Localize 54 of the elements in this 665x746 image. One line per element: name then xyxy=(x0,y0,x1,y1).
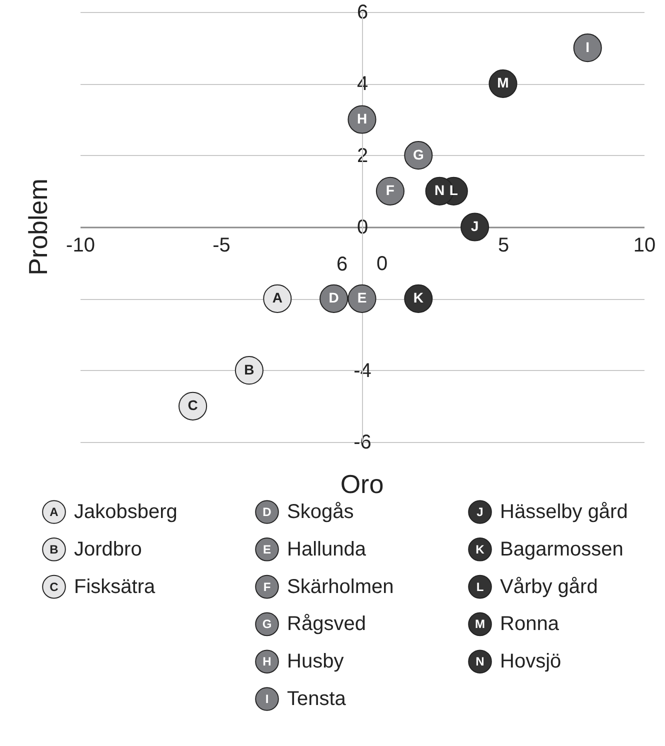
text: I xyxy=(265,692,269,706)
text: M xyxy=(475,617,485,632)
data-label: C xyxy=(188,397,198,414)
text: C xyxy=(50,580,58,594)
legend-label: Bagarmossen xyxy=(500,538,624,560)
data-label: B xyxy=(244,361,254,378)
x-tick-label: -10 xyxy=(66,234,95,256)
legend-label: Jakobsberg xyxy=(74,501,178,523)
data-label: F xyxy=(386,182,395,198)
x-tick-label: 10 xyxy=(633,234,656,256)
text: K xyxy=(476,542,484,556)
text: D xyxy=(262,505,272,519)
point xyxy=(376,176,404,206)
legend-label: Hallunda xyxy=(287,538,367,560)
text: L xyxy=(476,580,484,594)
annotation: 6 xyxy=(336,254,348,276)
text: J xyxy=(476,505,484,519)
legend-label: Fisksätra xyxy=(74,576,156,598)
text: H xyxy=(262,654,272,669)
point xyxy=(573,34,602,62)
legend-label: Ronna xyxy=(500,613,560,636)
x-axis-title: Oro xyxy=(340,469,384,499)
data-label: K xyxy=(413,290,424,306)
legend-label: Husby xyxy=(287,650,344,673)
x-tick-label: 5 xyxy=(498,234,510,256)
data-label: H xyxy=(356,110,368,126)
data-label: L xyxy=(449,182,458,198)
legend-label: Rågsved xyxy=(287,613,366,636)
text: B xyxy=(50,542,58,556)
data-label: G xyxy=(412,146,424,162)
point xyxy=(460,212,490,242)
legend-label: Skärholmen xyxy=(287,576,394,598)
data-label: J xyxy=(470,218,479,234)
legend-label: Vårby gård xyxy=(500,576,598,598)
legend-label: Skogås xyxy=(287,501,354,523)
data-label: D xyxy=(328,290,339,306)
text: G xyxy=(262,617,272,632)
annotation: 0 xyxy=(376,253,388,275)
y-axis-title: Problem xyxy=(23,178,53,276)
text: F xyxy=(263,580,271,594)
data-label: I xyxy=(586,38,590,55)
text: N xyxy=(476,654,484,669)
data-label: M xyxy=(497,74,509,91)
y-tick-label: 6 xyxy=(356,2,368,24)
data-label: A xyxy=(272,290,282,306)
legend-label: Hässelby gård xyxy=(500,501,628,523)
data-label: E xyxy=(357,290,367,306)
legend-label: Jordbro xyxy=(74,538,142,560)
x-tick-label: -5 xyxy=(212,234,230,256)
text: E xyxy=(262,542,272,556)
data-label: N xyxy=(434,182,445,198)
legend-label: Tensta xyxy=(287,688,347,710)
text: A xyxy=(50,505,58,519)
legend-label: Hovsjö xyxy=(500,650,562,673)
